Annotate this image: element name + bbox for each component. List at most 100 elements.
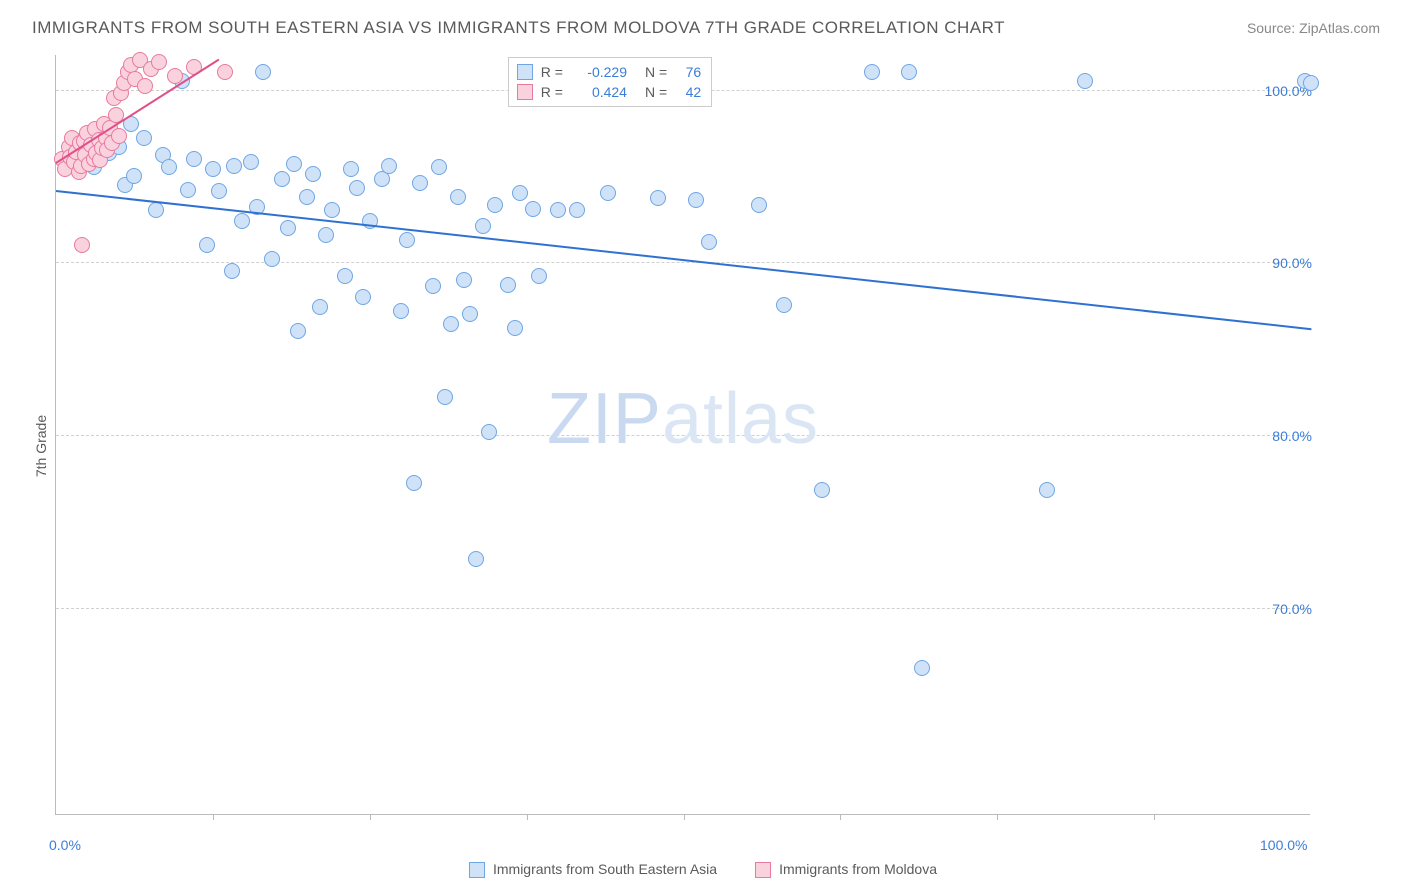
x-minor-tick [840, 814, 841, 820]
scatter-point [1077, 73, 1093, 89]
scatter-point [443, 316, 459, 332]
y-tick-label: 70.0% [1252, 601, 1312, 617]
scatter-point [111, 128, 127, 144]
x-minor-tick [684, 814, 685, 820]
legend-swatch [469, 862, 485, 878]
scatter-point [901, 64, 917, 80]
legend-label: Immigrants from South Eastern Asia [493, 861, 717, 877]
scatter-point [507, 320, 523, 336]
scatter-point [487, 197, 503, 213]
legend-r-value: -0.229 [571, 62, 627, 82]
scatter-point [456, 272, 472, 288]
legend-swatch [755, 862, 771, 878]
y-axis-label: 7th Grade [33, 415, 49, 477]
legend-stats-box: R =-0.229N =76R =0.424N =42 [508, 57, 712, 107]
scatter-point [126, 168, 142, 184]
scatter-point [318, 227, 334, 243]
scatter-point [399, 232, 415, 248]
x-tick-label: 0.0% [49, 837, 81, 853]
legend-n-value: 76 [675, 62, 701, 82]
x-minor-tick [1154, 814, 1155, 820]
scatter-point [650, 190, 666, 206]
y-tick-label: 90.0% [1252, 255, 1312, 271]
scatter-point [224, 263, 240, 279]
scatter-point [343, 161, 359, 177]
scatter-point [186, 151, 202, 167]
scatter-point [437, 389, 453, 405]
scatter-point [205, 161, 221, 177]
scatter-point [525, 201, 541, 217]
scatter-point [324, 202, 340, 218]
scatter-point [500, 277, 516, 293]
scatter-point [569, 202, 585, 218]
scatter-point [512, 185, 528, 201]
scatter-point [151, 54, 167, 70]
scatter-point [1039, 482, 1055, 498]
chart-title: IMMIGRANTS FROM SOUTH EASTERN ASIA VS IM… [32, 18, 1005, 38]
scatter-point [148, 202, 164, 218]
gridline [56, 608, 1310, 609]
scatter-point [450, 189, 466, 205]
legend-item: Immigrants from South Eastern Asia [469, 861, 717, 878]
scatter-point [255, 64, 271, 80]
x-minor-tick [213, 814, 214, 820]
scatter-point [226, 158, 242, 174]
scatter-point [243, 154, 259, 170]
scatter-point [264, 251, 280, 267]
scatter-point [349, 180, 365, 196]
legend-bottom: Immigrants from South Eastern Asia Immigr… [469, 861, 937, 878]
scatter-point [312, 299, 328, 315]
gridline [56, 262, 1310, 263]
watermark-text: ZIPatlas [547, 378, 819, 460]
x-minor-tick [997, 814, 998, 820]
scatter-point [337, 268, 353, 284]
scatter-point [751, 197, 767, 213]
legend-n-value: 42 [675, 82, 701, 102]
scatter-point [217, 64, 233, 80]
legend-n-label: N = [645, 62, 667, 82]
scatter-point [462, 306, 478, 322]
scatter-point [776, 297, 792, 313]
scatter-point [199, 237, 215, 253]
scatter-plot-area: ZIPatlas R =-0.229N =76R =0.424N =42 [55, 55, 1310, 815]
scatter-point [234, 213, 250, 229]
source-attribution: Source: ZipAtlas.com [1247, 20, 1380, 36]
legend-swatch [517, 84, 533, 100]
regression-line [56, 190, 1311, 330]
legend-swatch [517, 64, 533, 80]
scatter-point [299, 189, 315, 205]
scatter-point [406, 475, 422, 491]
legend-item: Immigrants from Moldova [755, 861, 937, 878]
scatter-point [305, 166, 321, 182]
scatter-point [475, 218, 491, 234]
scatter-point [355, 289, 371, 305]
scatter-point [286, 156, 302, 172]
legend-stats-row: R =0.424N =42 [517, 82, 701, 102]
scatter-point [412, 175, 428, 191]
scatter-point [211, 183, 227, 199]
scatter-point [137, 78, 153, 94]
x-minor-tick [370, 814, 371, 820]
scatter-point [550, 202, 566, 218]
y-tick-label: 80.0% [1252, 428, 1312, 444]
scatter-point [136, 130, 152, 146]
legend-r-label: R = [541, 82, 563, 102]
scatter-point [1303, 75, 1319, 91]
scatter-point [74, 237, 90, 253]
scatter-point [374, 171, 390, 187]
legend-n-label: N = [645, 82, 667, 102]
scatter-point [688, 192, 704, 208]
scatter-point [481, 424, 497, 440]
scatter-point [161, 159, 177, 175]
legend-r-label: R = [541, 62, 563, 82]
scatter-point [468, 551, 484, 567]
scatter-point [701, 234, 717, 250]
scatter-point [431, 159, 447, 175]
scatter-point [381, 158, 397, 174]
legend-label: Immigrants from Moldova [779, 861, 937, 877]
scatter-point [814, 482, 830, 498]
legend-stats-row: R = -0.229 N = 76 [517, 62, 701, 82]
scatter-point [425, 278, 441, 294]
scatter-point [180, 182, 196, 198]
scatter-point [393, 303, 409, 319]
